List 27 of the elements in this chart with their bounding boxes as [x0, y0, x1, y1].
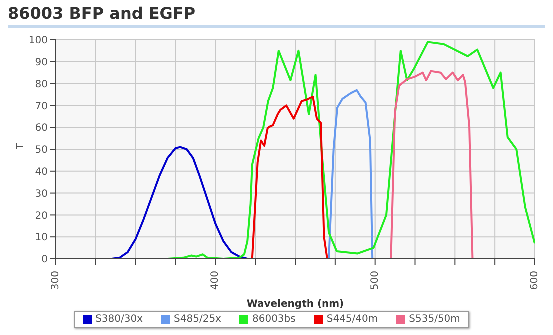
x-tick-label: 500 — [370, 271, 381, 290]
y-tick-label: 90 — [35, 57, 48, 68]
y-tick-label: 60 — [35, 123, 48, 134]
line-series — [251, 96, 328, 259]
x-tick-label: 300 — [50, 271, 62, 290]
line-series — [390, 70, 474, 259]
y-tick-label: 70 — [35, 101, 48, 112]
legend-label: 86003bs — [251, 314, 296, 325]
chart-title: 86003 BFP and EGFP — [8, 4, 545, 28]
legend-label: S445/40m — [326, 314, 378, 325]
x-tick-label: 600 — [530, 271, 540, 290]
x-tick-label: 400 — [210, 271, 222, 290]
y-tick-label: 40 — [35, 166, 48, 178]
y-tick-label: 80 — [35, 79, 48, 90]
legend-label: S380/30x — [94, 314, 144, 325]
y-tick-label: 10 — [35, 232, 48, 244]
line-series — [328, 89, 374, 259]
y-tick-label: 20 — [35, 210, 48, 222]
y-tick-label: 100 — [28, 36, 48, 47]
y-tick-label: 30 — [35, 188, 48, 200]
line-series — [110, 146, 249, 259]
x-axis-title: Wavelength (nm) — [246, 299, 344, 310]
y-axis-title: T — [16, 142, 27, 150]
y-tick-label: 0 — [42, 254, 48, 266]
y-tick-label: 50 — [35, 145, 48, 156]
legend-label: S535/50m — [408, 314, 460, 325]
legend-label: S485/25x — [173, 314, 222, 325]
